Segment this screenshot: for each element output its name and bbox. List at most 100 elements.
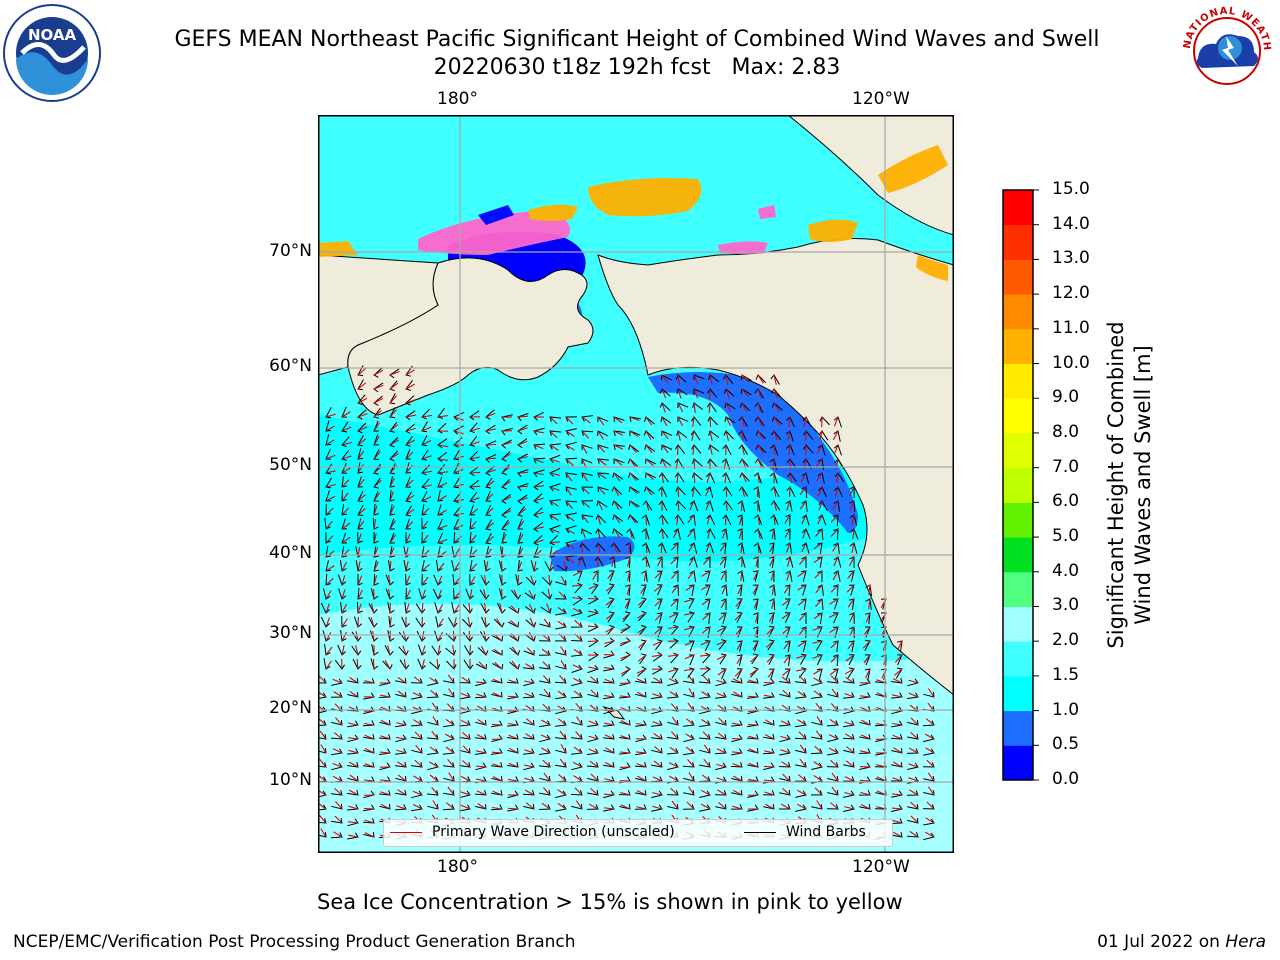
wave-direction-arrow — [549, 561, 553, 572]
wave-direction-arrow — [341, 411, 351, 418]
wave-direction-arrow — [732, 722, 743, 726]
wave-direction-arrow — [572, 596, 583, 600]
wave-direction-arrow — [692, 444, 695, 455]
wave-direction-arrow — [542, 787, 551, 796]
wave-direction-arrow — [605, 612, 615, 620]
wave-direction-arrow — [549, 458, 560, 463]
wave-direction-arrow — [341, 589, 346, 600]
colorbar-cell — [1003, 745, 1033, 781]
wave-direction-arrow — [558, 773, 567, 782]
wave-direction-arrow — [604, 761, 615, 768]
wave-direction-arrow — [453, 562, 460, 572]
wave-direction-arrow — [636, 723, 647, 726]
wave-direction-arrow — [370, 603, 375, 614]
wave-direction-arrow — [909, 830, 919, 838]
wave-direction-arrow — [701, 626, 711, 634]
wave-direction-arrow — [437, 524, 448, 530]
wave-direction-arrow — [405, 603, 410, 614]
wave-direction-arrow — [764, 734, 775, 740]
wave-direction-arrow — [437, 618, 444, 628]
wave-direction-arrow — [661, 444, 669, 454]
lat-label-60n: 60°N — [269, 356, 312, 376]
wave-direction-arrow — [429, 761, 439, 768]
wave-direction-arrow — [652, 805, 663, 810]
wave-direction-arrow — [897, 640, 903, 651]
wave-direction-arrow — [613, 472, 621, 482]
wave-direction-arrow — [613, 458, 623, 466]
wave-direction-arrow — [813, 612, 823, 620]
wave-direction-arrow — [860, 750, 871, 754]
wave-direction-arrow — [501, 453, 511, 460]
wave-direction-arrow — [782, 626, 791, 635]
wave-direction-arrow — [397, 774, 407, 782]
wave-direction-arrow — [812, 626, 823, 631]
wave-direction-arrow — [557, 718, 567, 726]
top-lon-label-120w: 120°W — [852, 89, 910, 109]
wave-direction-arrow — [341, 479, 350, 488]
wave-direction-arrow — [437, 415, 448, 418]
wave-direction-arrow — [572, 584, 583, 587]
wave-direction-arrow — [549, 416, 558, 425]
wave-direction-arrow — [421, 440, 432, 446]
wave-direction-arrow — [467, 617, 471, 628]
wave-direction-arrow — [763, 765, 775, 768]
wave-direction-arrow — [814, 570, 823, 579]
wave-direction-arrow — [771, 584, 775, 595]
wave-direction-arrow — [645, 458, 654, 467]
wave-direction-arrow — [389, 534, 397, 544]
wave-direction-arrow — [510, 619, 519, 628]
wave-direction-arrow — [542, 661, 551, 670]
wave-direction-arrow — [830, 802, 839, 810]
wave-direction-arrow — [771, 528, 775, 539]
wave-direction-arrow — [588, 803, 599, 810]
wave-direction-arrow — [693, 388, 699, 399]
wave-direction-arrow — [548, 575, 551, 586]
wave-direction-arrow — [604, 667, 615, 670]
wave-direction-arrow — [396, 749, 407, 754]
wave-direction-arrow — [620, 735, 631, 740]
wave-direction-arrow — [654, 745, 663, 754]
wave-direction-arrow — [462, 760, 471, 768]
lat-label-30n: 30°N — [269, 623, 312, 643]
wave-direction-arrow — [405, 383, 415, 390]
wave-direction-arrow — [687, 570, 695, 580]
wave-direction-arrow — [764, 694, 775, 698]
wave-direction-arrow — [405, 533, 411, 544]
wave-direction-arrow — [492, 776, 503, 782]
wave-direction-arrow — [319, 730, 327, 740]
colorbar-cell — [1003, 467, 1033, 503]
wave-direction-arrow — [525, 789, 535, 796]
wave-direction-arrow — [348, 821, 359, 824]
wave-direction-arrow — [364, 734, 375, 740]
vector-field — [318, 365, 935, 841]
wave-direction-arrow — [332, 762, 343, 768]
wave-direction-arrow — [483, 603, 487, 614]
wave-direction-arrow — [549, 500, 559, 507]
wave-direction-arrow — [747, 723, 759, 726]
wave-direction-arrow — [445, 746, 455, 754]
wave-direction-arrow — [798, 626, 807, 635]
wave-direction-arrow — [782, 668, 791, 677]
wave-direction-arrow — [437, 471, 448, 474]
wave-direction-arrow — [748, 748, 759, 754]
wave-direction-arrow — [414, 731, 423, 740]
wave-direction-arrow — [402, 631, 407, 642]
lat-label-70n: 70°N — [269, 241, 312, 261]
wave-direction-arrow — [677, 486, 680, 498]
wave-direction-arrow — [757, 514, 761, 525]
wave-direction-arrow — [588, 748, 599, 754]
wave-direction-arrow — [657, 556, 663, 567]
wave-direction-arrow — [325, 439, 335, 446]
wave-direction-arrow — [736, 654, 743, 664]
wind-barb — [768, 625, 775, 637]
wave-direction-arrow — [732, 678, 743, 684]
wave-direction-arrow — [421, 576, 429, 586]
wave-direction-arrow — [333, 732, 343, 740]
wave-direction-arrow — [432, 716, 439, 726]
wave-direction-arrow — [403, 659, 407, 670]
wave-direction-arrow — [640, 584, 647, 594]
wave-direction-arrow — [341, 549, 350, 558]
wave-direction-arrow — [701, 803, 711, 810]
wave-direction-arrow — [437, 603, 444, 614]
wave-direction-arrow — [373, 505, 378, 516]
